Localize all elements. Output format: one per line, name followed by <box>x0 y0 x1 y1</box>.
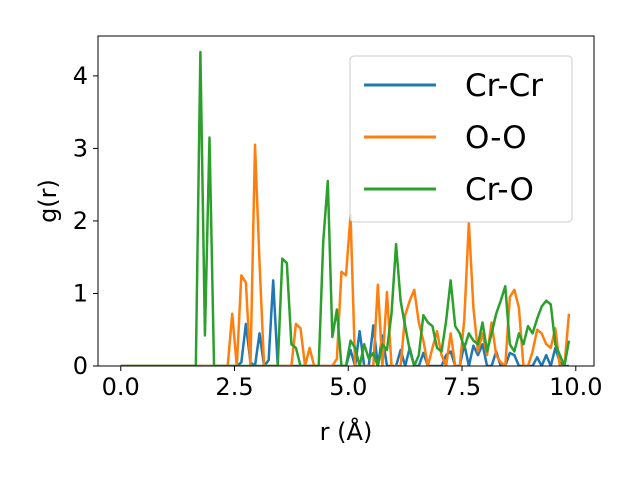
y-axis-ticks: 0 1 2 3 4 <box>73 62 98 380</box>
x-tick-label: 5.0 <box>329 373 367 401</box>
legend: Cr-Cr O-O Cr-O <box>349 55 573 223</box>
legend-box <box>349 55 573 223</box>
legend-label-2: Cr-O <box>465 172 534 208</box>
plot-series <box>120 50 571 366</box>
x-axis-label: r (Å) <box>320 417 373 446</box>
legend-label-1: O-O <box>465 120 527 156</box>
series-line-1 <box>120 143 571 366</box>
y-tick-label: 2 <box>73 207 88 235</box>
y-axis-label: g(r) <box>34 179 62 223</box>
y-tick-label: 0 <box>73 352 88 380</box>
y-tick-label: 4 <box>73 62 88 90</box>
x-tick-label: 7.5 <box>443 373 481 401</box>
y-tick-label: 1 <box>73 279 88 307</box>
x-tick-label: 2.5 <box>215 373 253 401</box>
y-tick-label: 3 <box>73 134 88 162</box>
x-axis-ticks: 0.0 2.5 5.0 7.5 10.0 <box>102 366 603 401</box>
x-tick-label: 10.0 <box>549 373 602 401</box>
x-tick-label: 0.0 <box>102 373 140 401</box>
series-line-2 <box>120 50 571 366</box>
legend-label-0: Cr-Cr <box>465 68 543 104</box>
axes-frame <box>97 35 595 367</box>
